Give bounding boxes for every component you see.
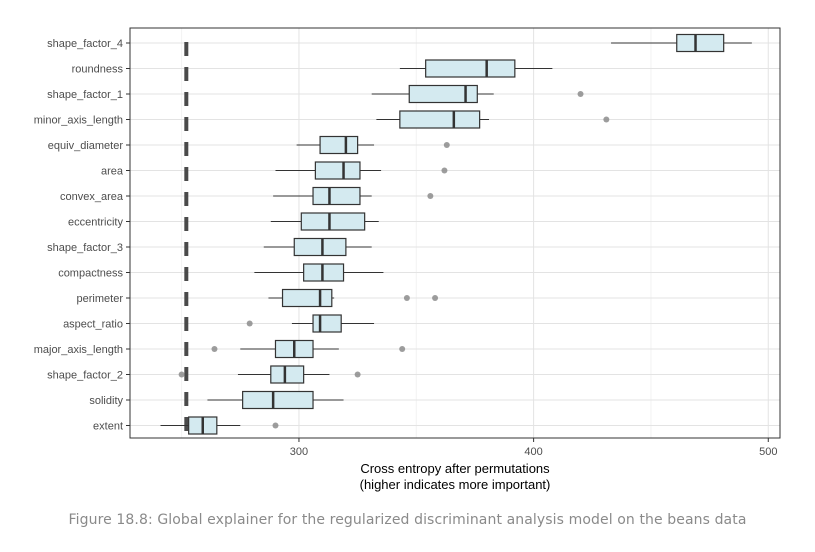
y-tick-label: perimeter bbox=[77, 293, 124, 305]
iqr-box bbox=[281, 288, 333, 308]
panel-border bbox=[129, 27, 781, 439]
y-tick-label: solidity bbox=[89, 395, 123, 407]
y-tick-label: aspect_ratio bbox=[63, 319, 123, 331]
outlier-point bbox=[211, 346, 218, 352]
boxplot-chart: shape_factor_4 roundness shape_factor_1min… bbox=[34, 27, 781, 492]
outlier-point bbox=[403, 295, 410, 301]
y-tick-label: convex_area bbox=[60, 191, 124, 203]
box-shape_factor_1 bbox=[371, 84, 584, 104]
box-minor_axis_length bbox=[376, 110, 610, 129]
box-equiv_diameter bbox=[296, 135, 450, 155]
box-aspect_ratio bbox=[246, 314, 375, 333]
iqr-box bbox=[300, 212, 366, 231]
box-shape_factor_3 bbox=[263, 237, 372, 257]
x-tick-label: 400 bbox=[524, 446, 542, 458]
iqr-box bbox=[312, 186, 361, 206]
outlier-point bbox=[603, 116, 610, 123]
grid-lines bbox=[130, 28, 780, 438]
y-tick-label: equiv_diameter bbox=[48, 140, 124, 152]
box-major_axis_length bbox=[211, 339, 406, 359]
y-tick-label: compactness bbox=[58, 268, 123, 280]
box-roundness bbox=[399, 59, 553, 78]
outlier-point bbox=[399, 346, 406, 352]
iqr-box bbox=[270, 365, 305, 384]
iqr-box bbox=[676, 33, 725, 53]
x-axis-title-line-1: Cross entropy after permutations bbox=[360, 461, 550, 476]
iqr-box bbox=[319, 135, 359, 155]
iqr-box bbox=[408, 84, 478, 104]
iqr-box bbox=[312, 314, 342, 333]
box-perimeter bbox=[268, 288, 439, 308]
box-extent bbox=[160, 416, 279, 435]
outlier-point bbox=[178, 371, 185, 378]
figure-caption: Figure 18.8: Global explainer for the re… bbox=[68, 512, 747, 528]
iqr-box bbox=[293, 237, 347, 257]
outlier-point bbox=[443, 142, 450, 148]
y-tick-label: eccentricity bbox=[68, 217, 124, 229]
iqr-box bbox=[399, 110, 481, 129]
outlier-point bbox=[246, 320, 253, 327]
box-solidity bbox=[207, 390, 344, 410]
outlier-point bbox=[272, 422, 279, 429]
box-eccentricity bbox=[270, 212, 379, 231]
x-axis-tick-labels: 300 400 500 bbox=[290, 438, 777, 458]
box-convex_area bbox=[273, 186, 434, 206]
outlier-point bbox=[354, 371, 361, 378]
iqr-box bbox=[314, 161, 361, 180]
y-tick-label: minor_axis_length bbox=[34, 115, 123, 127]
outlier-point bbox=[427, 193, 434, 199]
y-tick-label: extent bbox=[93, 421, 123, 433]
y-tick-label: shape_factor_2 bbox=[47, 370, 123, 382]
box-shape_factor_4 bbox=[611, 33, 752, 53]
y-tick-label: shape_factor_3 bbox=[47, 242, 123, 254]
y-tick-label: major_axis_length bbox=[34, 344, 123, 356]
x-tick-label: 500 bbox=[759, 446, 777, 458]
iqr-box bbox=[425, 59, 516, 78]
x-tick-label: 300 bbox=[290, 446, 308, 458]
outlier-point bbox=[432, 295, 439, 301]
outlier-point bbox=[577, 91, 584, 97]
box-shape_factor_2 bbox=[178, 365, 361, 384]
outlier-point bbox=[441, 167, 448, 174]
box-compactness bbox=[254, 263, 384, 282]
box-area bbox=[275, 161, 448, 180]
y-axis-tick-labels: shape_factor_4 roundness shape_factor_1min… bbox=[34, 38, 130, 433]
y-tick-label: roundness bbox=[72, 64, 124, 76]
box-group bbox=[160, 33, 752, 435]
x-axis-title-line-2: (higher indicates more important) bbox=[360, 477, 551, 492]
y-tick-label: area bbox=[101, 166, 124, 178]
y-tick-label: shape_factor_1 bbox=[47, 89, 123, 101]
iqr-box bbox=[242, 390, 314, 410]
y-tick-label: shape_factor_4 bbox=[47, 38, 123, 50]
